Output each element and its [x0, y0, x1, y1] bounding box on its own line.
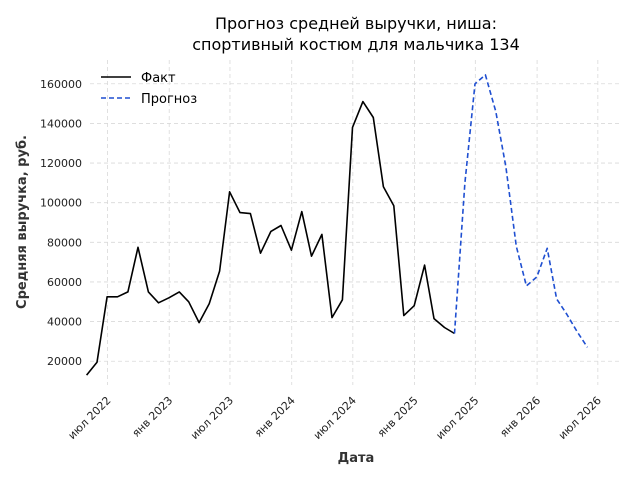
y-tick-label: 20000	[47, 355, 82, 368]
y-tick-label: 60000	[47, 276, 82, 289]
x-tick-label: июл 2025	[433, 394, 481, 442]
series-lines	[85, 74, 589, 376]
x-tick-label: июл 2022	[66, 394, 114, 442]
chart-title-line-1: Прогноз средней выручки, ниша:	[215, 14, 497, 33]
legend-label-forecast: Прогноз	[141, 92, 197, 107]
y-tick-label: 140000	[40, 117, 82, 130]
forecast-series-line	[453, 74, 589, 348]
x-axis-label: Дата	[338, 451, 375, 466]
x-tick-label: июл 2026	[556, 394, 604, 442]
y-tick-label: 120000	[40, 157, 82, 170]
x-tick-label: янв 2023	[130, 394, 176, 440]
y-axis-ticks: 20000 40000 60000 80000 100000 120000 140000 16…	[40, 78, 82, 368]
legend: Факт Прогноз	[101, 71, 197, 107]
x-tick-label: янв 2025	[375, 394, 421, 440]
x-axis-ticks: июл 2022 янв 2023 июл 2023 янв 2024 июл 2024…	[66, 394, 604, 442]
y-axis-label: Средняя выручка, руб.	[15, 135, 30, 309]
y-tick-label: 80000	[47, 236, 82, 249]
fact-series-line	[85, 100, 455, 376]
x-tick-label: янв 2024	[252, 394, 298, 440]
x-tick-label: янв 2026	[497, 394, 543, 440]
grid	[90, 60, 620, 385]
x-tick-label: июл 2023	[188, 394, 236, 442]
legend-label-fact: Факт	[141, 71, 176, 86]
y-tick-label: 40000	[47, 316, 82, 329]
y-tick-label: 160000	[40, 78, 82, 91]
y-tick-label: 100000	[40, 197, 82, 210]
x-tick-label: июл 2024	[311, 394, 359, 442]
chart-title-line-2: спортивный костюм для мальчика 134	[192, 35, 520, 54]
